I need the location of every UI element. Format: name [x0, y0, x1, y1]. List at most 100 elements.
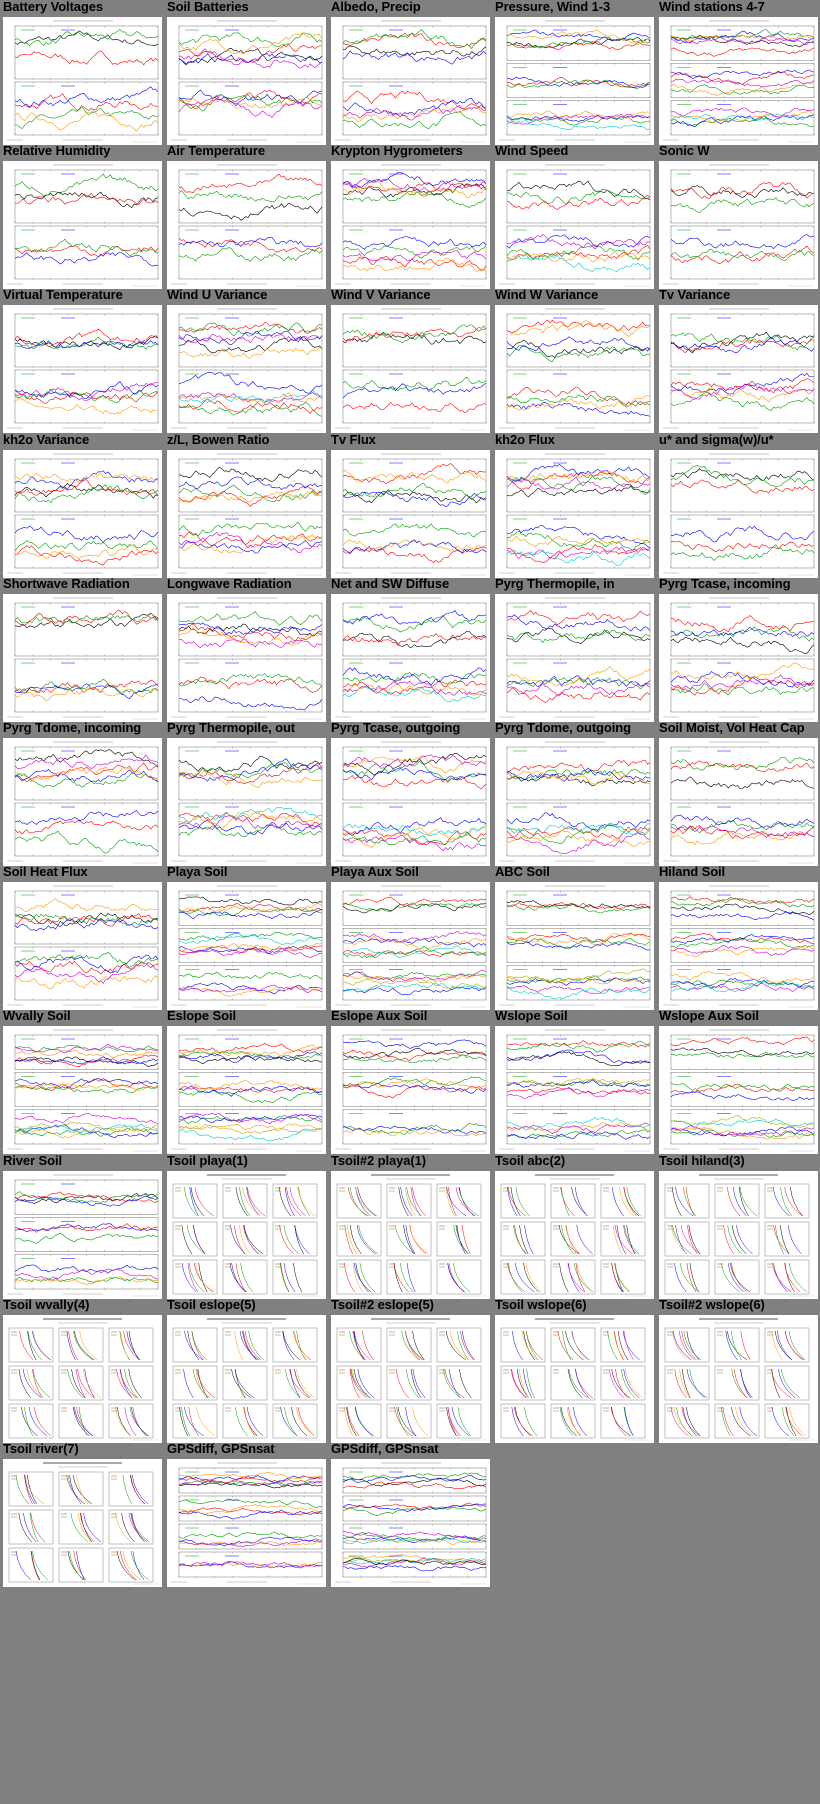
plot-thumbnail-image[interactable] — [331, 161, 490, 290]
plot-thumbnail-image[interactable] — [167, 1314, 326, 1443]
plot-thumbnail-image[interactable] — [659, 449, 818, 578]
plot-thumbnail-image[interactable] — [3, 1026, 162, 1155]
plot-thumbnail-title: u* and sigma(w)/u* — [659, 431, 774, 447]
plot-thumbnail-cell: Tsoil eslope(5) — [164, 1297, 328, 1462]
plot-thumbnail-image[interactable] — [167, 305, 326, 434]
plot-thumbnail-image[interactable] — [331, 1170, 490, 1299]
plot-thumbnail-cell: Pressure, Wind 1-3 — [492, 0, 656, 164]
plot-thumbnail-image[interactable] — [331, 738, 490, 866]
plot-thumbnail-cell: Wind V Variance — [328, 287, 492, 452]
plot-thumbnail-image[interactable] — [495, 449, 654, 578]
plot-thumbnail-cell: Tv Flux — [328, 432, 492, 597]
plot-thumbnail-title: Soil Heat Flux — [3, 864, 88, 880]
plot-thumbnail-image[interactable] — [3, 1314, 162, 1443]
plot-thumbnail-image[interactable] — [331, 1026, 490, 1155]
plot-thumbnail-image[interactable] — [659, 593, 818, 722]
plot-thumbnail-image[interactable] — [331, 882, 490, 1011]
plot-graphic — [7, 1174, 159, 1296]
plot-graphic — [500, 1174, 650, 1296]
plot-thumbnail-title: Pyrg Thermopile, in — [495, 575, 615, 591]
plot-thumbnail-image[interactable] — [659, 1026, 818, 1155]
plot-thumbnail-image[interactable] — [167, 738, 326, 866]
plot-thumbnail-cell: Playa Aux Soil — [328, 864, 492, 1029]
plot-thumbnail-title: Krypton Hygrometers — [331, 143, 463, 159]
plot-thumbnail-image[interactable] — [331, 1459, 490, 1587]
plot-thumbnail-image[interactable] — [3, 449, 162, 578]
plot-thumbnail-cell: Pyrg Thermopile, in — [492, 575, 656, 741]
plot-thumbnail-image[interactable] — [331, 305, 490, 434]
plot-graphic — [171, 1462, 323, 1585]
plot-thumbnail-cell: Tsoil#2 wslope(6) — [656, 1297, 820, 1462]
plot-thumbnail-image[interactable] — [167, 161, 326, 290]
plot-thumbnail-image[interactable] — [659, 882, 818, 1011]
plot-thumbnail-image[interactable] — [3, 1170, 162, 1299]
plot-thumbnail-image[interactable] — [331, 1314, 490, 1443]
plot-thumbnail-cell: Soil Batteries — [164, 0, 328, 164]
plot-thumbnail-cell: Tsoil wslope(6) — [492, 1297, 656, 1462]
plot-thumbnail-image[interactable] — [495, 305, 654, 434]
plot-graphic — [8, 1318, 158, 1440]
plot-thumbnail-image[interactable] — [659, 17, 818, 145]
plot-thumbnail-image[interactable] — [167, 1459, 326, 1587]
plot-thumbnail-image[interactable] — [3, 17, 162, 145]
plot-thumbnail-image[interactable] — [167, 882, 326, 1011]
plot-thumbnail-image[interactable] — [495, 882, 654, 1011]
plot-graphic — [499, 309, 651, 431]
plot-thumbnail-image[interactable] — [167, 1170, 326, 1299]
plot-thumbnail-image[interactable] — [3, 882, 162, 1011]
plot-thumbnail-cell: Soil Heat Flux — [0, 864, 164, 1029]
plot-graphic — [499, 20, 651, 143]
plot-thumbnail-image[interactable] — [167, 449, 326, 578]
plot-graphic — [335, 453, 487, 575]
plot-thumbnail-image[interactable] — [3, 305, 162, 434]
plot-thumbnail-image[interactable] — [495, 161, 654, 290]
plot-graphic — [7, 885, 159, 1008]
plot-thumbnail-image[interactable] — [659, 1170, 818, 1299]
plot-thumbnail-cell: Tsoil hiland(3) — [656, 1152, 820, 1318]
plot-thumbnail-image[interactable] — [659, 161, 818, 290]
plot-graphic — [663, 1030, 815, 1152]
plot-thumbnail-image[interactable] — [167, 593, 326, 722]
plot-thumbnail-image[interactable] — [331, 593, 490, 722]
plot-graphic — [663, 885, 815, 1008]
plot-thumbnail-image[interactable] — [331, 17, 490, 145]
plot-thumbnail-image[interactable] — [3, 593, 162, 722]
plot-thumbnail-title: Tv Variance — [659, 287, 731, 303]
plot-thumbnail-image[interactable] — [167, 17, 326, 145]
plot-thumbnail-title: Tsoil abc(2) — [495, 1152, 566, 1168]
plot-thumbnail-image[interactable] — [3, 1459, 162, 1587]
plot-thumbnail-cell: Tv Variance — [656, 287, 820, 452]
plot-thumbnail-image[interactable] — [495, 1026, 654, 1155]
plot-thumbnail-title: Net and SW Diffuse — [331, 575, 450, 591]
plot-thumbnail-image[interactable] — [331, 449, 490, 578]
plot-thumbnail-cell: Tsoil abc(2) — [492, 1152, 656, 1318]
plot-thumbnail-title: Pyrg Tdome, outgoing — [495, 720, 631, 735]
plot-thumbnail-title: Albedo, Precip — [331, 0, 421, 14]
plot-thumbnail-image[interactable] — [659, 305, 818, 434]
plot-graphic — [663, 597, 815, 719]
plot-thumbnail-cell: GPSdiff, GPSnsat — [328, 1441, 492, 1606]
plot-thumbnail-title: Eslope Soil — [167, 1008, 236, 1024]
plot-thumbnail-title: Pyrg Tdome, incoming — [3, 720, 142, 735]
plot-graphic — [499, 885, 651, 1008]
plot-thumbnail-image[interactable] — [659, 738, 818, 866]
plot-thumbnail-image[interactable] — [495, 593, 654, 722]
plot-thumbnail-image[interactable] — [167, 1026, 326, 1155]
plot-thumbnail-cell: Pyrg Tdome, outgoing — [492, 720, 656, 885]
plot-thumbnail-image[interactable] — [495, 738, 654, 866]
plot-thumbnail-image[interactable] — [3, 161, 162, 290]
plot-thumbnail-title: Shortwave Radiation — [3, 575, 130, 591]
plot-thumbnail-cell: Tsoil river(7) — [0, 1441, 164, 1606]
plot-thumbnail-image[interactable] — [659, 1314, 818, 1443]
plot-thumbnail-title: Tsoil hiland(3) — [659, 1152, 745, 1168]
plot-thumbnail-image[interactable] — [495, 17, 654, 145]
plot-thumbnail-image[interactable] — [495, 1170, 654, 1299]
plot-graphic — [335, 597, 487, 719]
plot-graphic — [663, 164, 815, 287]
plot-graphic — [499, 453, 651, 575]
plot-thumbnail-title: GPSdiff, GPSnsat — [331, 1441, 439, 1456]
plot-thumbnail-image[interactable] — [3, 738, 162, 866]
plot-thumbnail-image[interactable] — [495, 1314, 654, 1443]
plot-thumbnail-title: Soil Batteries — [167, 0, 249, 14]
